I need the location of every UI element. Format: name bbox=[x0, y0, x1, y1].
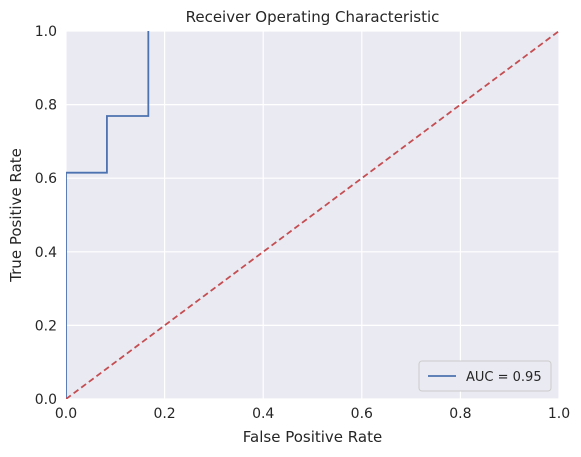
roc-curve-line bbox=[66, 31, 150, 399]
y-tick-labels: 0.0 0.2 0.4 0.6 0.8 1.0 bbox=[35, 24, 57, 408]
series-layer bbox=[66, 31, 559, 399]
y-tick-label: 0.0 bbox=[35, 392, 57, 408]
y-tick-label: 0.4 bbox=[35, 245, 57, 261]
x-tick-label: 0.6 bbox=[351, 406, 373, 422]
x-tick-label: 0.4 bbox=[252, 406, 274, 422]
x-tick-label: 1.0 bbox=[548, 406, 570, 422]
y-tick-label: 0.6 bbox=[35, 171, 57, 187]
x-axis-label: False Positive Rate bbox=[243, 428, 382, 446]
y-tick-label: 0.2 bbox=[35, 318, 57, 334]
y-tick-label: 0.8 bbox=[35, 98, 57, 114]
x-tick-label: 0.0 bbox=[55, 406, 77, 422]
y-tick-label: 1.0 bbox=[35, 24, 57, 40]
x-tick-label: 0.8 bbox=[449, 406, 471, 422]
legend-box bbox=[418, 360, 552, 392]
x-tick-label: 0.2 bbox=[153, 406, 175, 422]
chance-diagonal-line bbox=[66, 31, 559, 399]
legend: AUC = 0.95 bbox=[418, 360, 552, 392]
legend-label: AUC = 0.95 bbox=[466, 370, 542, 385]
grid-lines bbox=[65, 30, 560, 400]
chart-title: Receiver Operating Characteristic bbox=[186, 8, 440, 26]
x-tick-labels: 0.0 0.2 0.4 0.6 0.8 1.0 bbox=[55, 406, 570, 422]
y-axis-label: True Positive Rate bbox=[7, 148, 25, 283]
